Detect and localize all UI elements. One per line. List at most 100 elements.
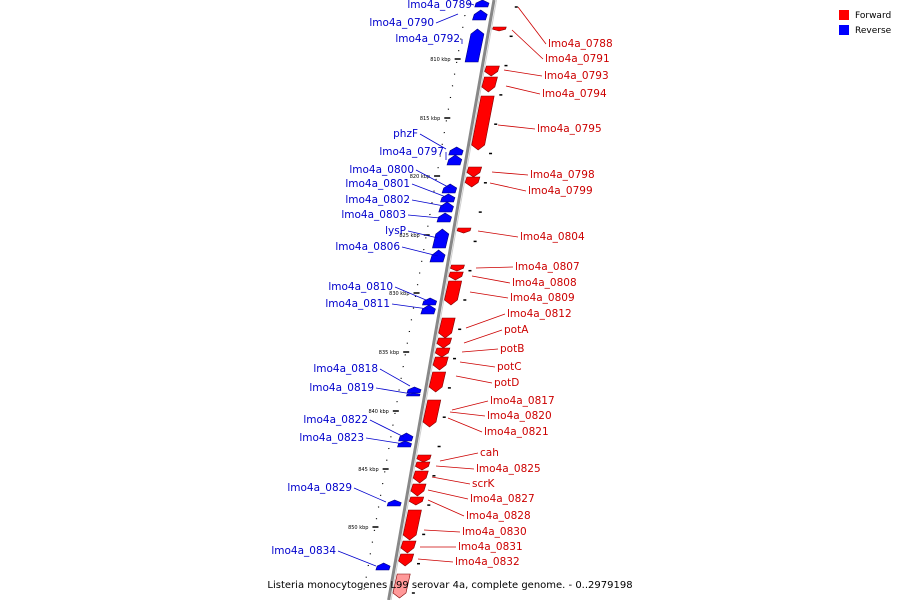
forward-gene-glyph	[481, 76, 498, 93]
reverse-gene-label: lmo4a_0823	[299, 432, 364, 444]
forward-gene-label: potC	[497, 361, 522, 373]
legend: Forward Reverse	[839, 10, 892, 36]
reverse-gene-glyph	[375, 562, 391, 571]
reverse-gene-label: lmo4a_0801	[345, 178, 410, 190]
reverse-label-leader	[401, 246, 439, 257]
forward-gene-label: lmo4a_0821	[484, 426, 549, 438]
reverse-gene-glyph	[406, 392, 421, 397]
scale-ticks: 810 kbp 815 kbp 820 kbp 825 kbp 830 kbp 835 k…	[348, 3, 518, 594]
forward-gene-glyph	[400, 540, 417, 554]
forward-label-leader	[449, 411, 486, 417]
backbone-highlight	[390, 0, 497, 600]
reverse-gene-label: lmo4a_0797	[379, 146, 444, 158]
forward-label-leader	[447, 417, 483, 433]
reverse-label-leader	[375, 387, 413, 395]
forward-gene-label: lmo4a_0817	[490, 395, 555, 407]
reverse-gene-label: lmo4a_0803	[341, 209, 406, 221]
reverse-gene-glyph	[420, 304, 436, 315]
reverse-gene-glyph	[464, 28, 485, 63]
reverse-gene-label: phzF	[393, 128, 418, 140]
forward-gene-label: lmo4a_0791	[545, 53, 610, 65]
scale-tick-label: 845 kbp	[358, 467, 378, 473]
forward-gene-glyph	[410, 483, 427, 497]
genome-backbone	[387, 0, 497, 600]
forward-gene-glyph	[412, 470, 429, 484]
forward-label-leader	[439, 452, 479, 462]
reverse-gene-glyph	[446, 154, 463, 166]
reverse-gene-glyph	[448, 146, 464, 156]
forward-label-leader	[503, 69, 543, 77]
reverse-gene-label: lmo4a_0819	[309, 382, 374, 394]
scale-tick-label: 850 kbp	[348, 525, 368, 531]
reverse-label-leader	[407, 230, 439, 239]
reverse-label-leader	[394, 286, 427, 301]
forward-gene-glyph	[464, 176, 481, 188]
reverse-gene-glyph	[386, 499, 402, 507]
forward-gene-glyph	[466, 166, 483, 178]
reverse-gene-label: lmo4a_0792	[395, 33, 460, 45]
forward-gene-label: lmo4a_0832	[455, 556, 520, 568]
forward-gene-label: lmo4a_0830	[462, 526, 527, 538]
forward-gene-glyph	[484, 65, 500, 77]
forward-gene-glyph	[450, 264, 465, 272]
reverse-label-leader	[415, 169, 451, 189]
map-caption: Listeria monocytogenes L99 serovar 4a, c…	[267, 580, 632, 591]
scale-tick-label: 830 kbp	[389, 291, 409, 297]
reverse-gene-glyph	[432, 228, 450, 249]
forward-gene-label: lmo4a_0788	[548, 38, 613, 50]
reverse-label-leader	[419, 133, 447, 150]
forward-label-leader	[461, 348, 499, 353]
forward-gene-label: lmo4a_0793	[544, 70, 609, 82]
forward-label-leader	[477, 230, 519, 238]
forward-gene-label: lmo4a_0794	[542, 88, 607, 100]
forward-label-leader	[497, 124, 536, 130]
label-leader-lines	[337, 2, 547, 567]
legend-forward-swatch	[839, 10, 849, 20]
reverse-gene-glyph	[436, 212, 452, 223]
scale-tick-label: 835 kbp	[379, 350, 399, 356]
forward-label-leader	[517, 6, 547, 45]
reverse-gene-label: lmo4a_0822	[303, 414, 368, 426]
forward-gene-glyph	[432, 356, 449, 371]
forward-label-leader	[431, 476, 471, 485]
reverse-label-leader	[379, 368, 411, 387]
reverse-gene-label: lmo4a_0802	[345, 194, 410, 206]
reverse-gene-label: lmo4a_0811	[325, 298, 390, 310]
reverse-label-leader	[467, 2, 475, 6]
forward-gene-glyph	[492, 26, 507, 32]
gene-features	[375, 0, 507, 599]
forward-gene-label: potA	[504, 324, 529, 336]
reverse-gene-glyph	[441, 183, 458, 194]
forward-label-leader	[427, 499, 465, 517]
scale-tick-label: 815 kbp	[420, 116, 440, 122]
forward-label-leader	[417, 558, 454, 563]
forward-gene-glyph	[448, 271, 464, 281]
reverse-gene-glyph	[472, 9, 488, 21]
reverse-gene-label: lysP	[385, 225, 406, 237]
reverse-label-leader	[365, 437, 405, 445]
forward-gene-label: lmo4a_0807	[515, 261, 580, 273]
reverse-gene-glyph	[406, 386, 422, 394]
forward-label-leader	[475, 266, 514, 269]
forward-gene-glyph	[428, 371, 447, 393]
forward-gene-label: lmo4a_0809	[510, 292, 575, 304]
forward-gene-glyph	[444, 280, 463, 306]
scale-tick-label: 820 kbp	[410, 174, 430, 180]
reverse-label-leader	[337, 550, 377, 567]
reverse-gene-glyph	[397, 440, 412, 448]
forward-gene-glyph	[416, 454, 432, 463]
forward-gene-glyph	[434, 347, 451, 358]
forward-label-leader	[463, 329, 503, 344]
reverse-gene-label: lmo4a_0810	[328, 281, 393, 293]
scale-tick-label: 840 kbp	[368, 409, 388, 415]
forward-gene-label: lmo4a_0825	[476, 463, 541, 475]
reverse-label-leader	[435, 13, 459, 24]
forward-gene-label: lmo4a_0795	[537, 123, 602, 135]
forward-gene-glyph	[392, 573, 411, 599]
forward-gene-glyph	[436, 337, 453, 349]
gene-labels: lmo4a_0789 lmo4a_0790 lmo4a_0792 phzF lmo4a_…	[271, 0, 612, 568]
reverse-gene-glyph	[438, 201, 454, 213]
reverse-label-leader	[407, 214, 441, 219]
reverse-gene-label: lmo4a_0818	[313, 363, 378, 375]
